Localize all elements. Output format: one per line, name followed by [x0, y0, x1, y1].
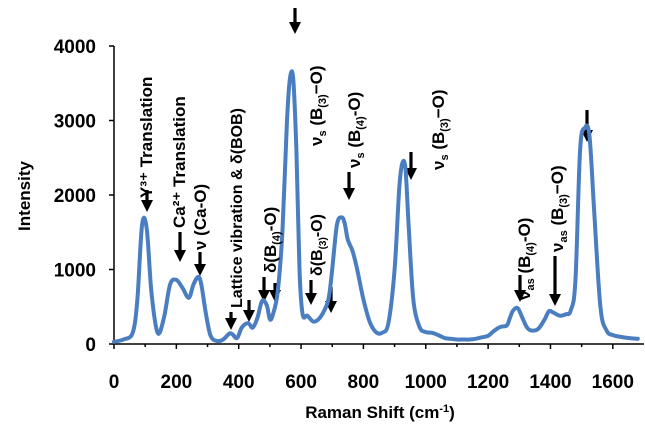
y-axis-title: Intensity: [15, 161, 34, 231]
y-tick-label: 4000: [54, 37, 96, 58]
annotation-label: νs (B(3)−O): [307, 65, 329, 146]
y-tick-label: 2000: [54, 186, 96, 207]
annotation-arrowhead: [305, 293, 317, 305]
annotation-label: δ(B(4)-O): [261, 207, 283, 273]
annotation-arrowhead: [258, 290, 270, 302]
x-axis-title: Raman Shift (cm-1): [305, 403, 455, 422]
annotation-arrowhead: [225, 318, 237, 330]
x-tick-label: 800: [348, 372, 380, 393]
x-tick-label: 0: [109, 372, 120, 393]
annotation-label: Ca²⁺ Translation: [170, 96, 189, 228]
x-tick-label: 200: [161, 372, 193, 393]
x-tick-label: 1200: [467, 372, 509, 393]
annotation-label: νas (B(3)−O): [548, 165, 570, 252]
x-tick-label: 1000: [405, 372, 447, 393]
annotation-arrowhead: [141, 200, 153, 212]
annotation-arrowhead: [194, 264, 206, 276]
y-tick-label: 0: [85, 335, 96, 356]
spectrum-line: [112, 69, 640, 344]
annotation-label: δ(B(3)-O): [309, 214, 329, 276]
annotation-arrowhead: [343, 188, 355, 200]
annotation-arrowhead: [174, 250, 186, 262]
annotation-arrowhead: [405, 168, 417, 180]
annotation-label: νs (B(3)−O): [429, 89, 451, 170]
x-tick-label: 400: [223, 372, 255, 393]
annotation-label: Lattice vibration & δ(BOB): [229, 108, 246, 308]
axis-ticks: 0 200 400 600 800 1000 1200 1400 1600 0 1000 2000 30…: [54, 37, 644, 393]
annotation-label: νs (B(4)-O): [345, 92, 367, 168]
x-tick-label: 1400: [529, 372, 571, 393]
annotation-arrowhead: [289, 22, 301, 34]
x-tick-label: 600: [285, 372, 317, 393]
annotation-label: Y³⁺ Translation: [137, 77, 156, 198]
annotation-label: ν (Ca-O): [191, 184, 210, 250]
annotation-arrowhead: [549, 294, 561, 306]
y-tick-label: 3000: [54, 112, 96, 133]
y-axis-title-text: Intensity: [15, 161, 34, 231]
annotation-arrowhead: [243, 310, 255, 322]
y-tick-label: 1000: [54, 261, 96, 282]
annotation-label: νas (B(4)-O): [515, 218, 537, 300]
annotation-labels: Y³⁺ Translation Ca²⁺ Translation ν (Ca-O) L…: [137, 65, 570, 308]
annotation-arrowhead: [514, 290, 526, 302]
plot-area: [112, 69, 640, 344]
x-tick-label: 1600: [592, 372, 634, 393]
x-axis-title-text: Raman Shift (cm-1): [305, 403, 455, 422]
